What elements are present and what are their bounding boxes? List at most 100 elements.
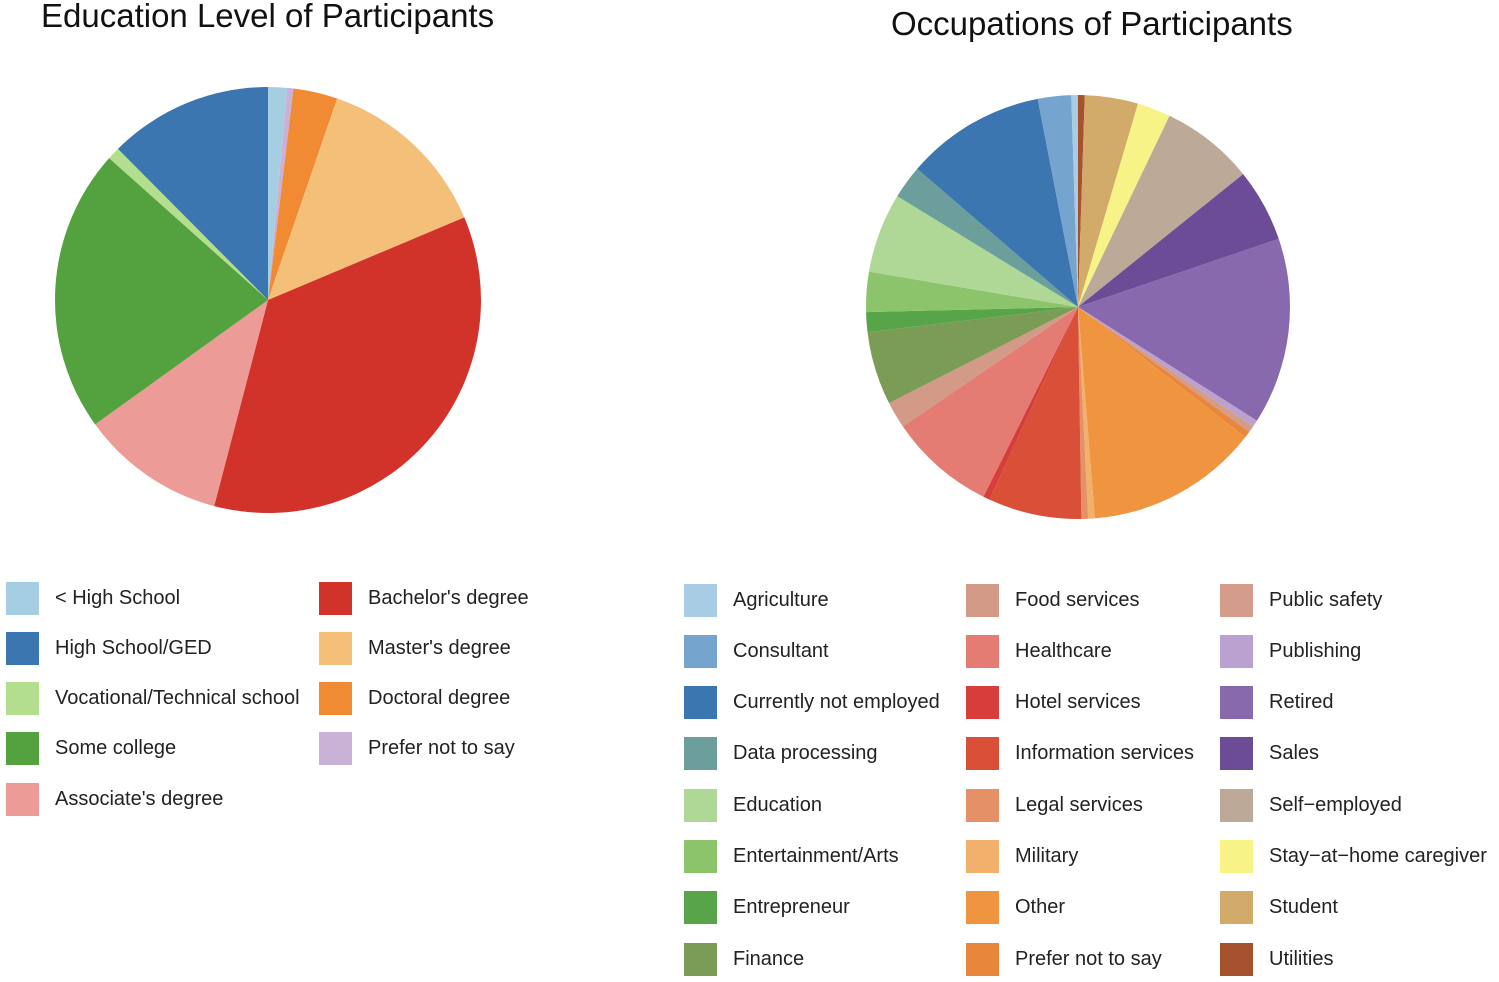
legend-label: Utilities [1269, 947, 1334, 970]
legend-label: Stay−at−home caregiver [1269, 845, 1487, 867]
legend-swatch [1220, 788, 1253, 822]
occupation-legend-item-education: Education [684, 788, 822, 822]
legend-label: Some college [55, 737, 177, 760]
legend-label: Doctoral degree [368, 687, 511, 710]
occupation-slice-data-processing [897, 168, 1078, 307]
occupation-slice-sales [1078, 174, 1279, 307]
legend-swatch [319, 732, 352, 766]
legend-label: Associate's degree [55, 787, 224, 810]
legend-label: Self−employed [1269, 793, 1402, 816]
occupation-slice-hotel-services [983, 307, 1078, 500]
occupation-chart-title: Occupations of Participants [891, 5, 1293, 42]
occupation-slice-entertainment-arts [866, 271, 1078, 313]
occupation-legend-item-other: Other [966, 891, 1065, 925]
legend-swatch [966, 686, 999, 720]
legend-label: Hotel services [1015, 691, 1141, 714]
legend-swatch [684, 840, 717, 873]
occupation-slice-currently-not-employed [917, 98, 1078, 308]
legend-label: Sales [1269, 742, 1320, 765]
education-legend-item-master-s-degree: Master's degree [319, 631, 511, 665]
legend-swatch [6, 581, 39, 615]
legend-swatch [1220, 840, 1253, 873]
occupation-legend-item-information-services: Information services [966, 737, 1194, 771]
occupation-legend-item-utilities: Utilities [1220, 942, 1333, 976]
legend-swatch [6, 682, 39, 716]
legend-swatch [684, 686, 717, 720]
occupation-slice-stay-at-home-caregiver [1078, 103, 1170, 307]
occupation-legend-item-prefer-not-to-say: Prefer not to say [966, 942, 1162, 976]
legend-label: Agriculture [733, 588, 829, 611]
legend-label: Vocational/Technical school [55, 687, 300, 710]
legend-swatch [966, 737, 999, 771]
education-chart-title: Education Level of Participants [41, 0, 495, 34]
occupation-legend-item-military: Military [966, 840, 1078, 874]
legend-label: Healthcare [1015, 639, 1112, 662]
occupation-legend-item-sales: Sales [1220, 737, 1319, 771]
occupation-slice-retired [1078, 238, 1291, 421]
legend-label: Student [1269, 896, 1338, 919]
occupation-legend-item-retired: Retired [1220, 686, 1333, 720]
education-slice-doctoral-degree [268, 88, 338, 300]
legend-swatch [684, 737, 717, 771]
occupation-legend-item-stay-at-home-caregiver: Stay−at−home caregiver [1220, 840, 1487, 874]
occupation-slice-self-employed [1078, 115, 1244, 307]
legend-label: Master's degree [368, 636, 511, 659]
occupation-slice-healthcare [902, 307, 1078, 497]
education-legend-item-associate-s-degree: Associate's degree [6, 782, 223, 816]
legend-label: Education [733, 793, 822, 816]
legend-label: Finance [733, 947, 805, 970]
occupation-legend-item-food-services: Food services [966, 583, 1140, 617]
occupation-legend-item-student: Student [1220, 891, 1338, 925]
legend-label: High School/GED [55, 636, 212, 659]
legend-label: Legal services [1015, 793, 1143, 816]
occupation-slice-food-services [889, 307, 1078, 427]
education-legend-item-doctoral-degree: Doctoral degree [319, 682, 510, 716]
occupation-slice-public-safety [1078, 307, 1254, 432]
legend-swatch [319, 581, 352, 615]
legend-swatch [966, 634, 999, 668]
legend-label: Entrepreneur [733, 896, 850, 919]
legend-swatch [966, 788, 999, 822]
legend-label: Information services [1015, 742, 1194, 765]
occupation-legend-item-public-safety: Public safety [1220, 583, 1382, 617]
legend-label: Retired [1269, 691, 1334, 714]
education-slice-high-school-ged [117, 87, 268, 300]
legend-label: Other [1015, 896, 1066, 919]
legend-swatch [684, 891, 717, 925]
occupation-slice-utilities [1078, 95, 1085, 307]
education-legend-item-high-school-ged: High School/GED [6, 631, 212, 665]
occupation-legend-item-self-employed: Self−employed [1220, 788, 1402, 822]
education-slice-vocational-technical-school [109, 148, 268, 300]
legend-label: Public safety [1269, 588, 1383, 611]
legend-swatch [1220, 942, 1253, 976]
legend-swatch [1220, 634, 1253, 668]
education-legend-item-high-school: < High School [6, 581, 180, 615]
legend-label: Prefer not to say [368, 737, 515, 760]
education-chart-panel: Education Level of Participants < High S… [0, 0, 620, 982]
occupation-legend-item-legal-services: Legal services [966, 788, 1143, 822]
occupation-legend-item-healthcare: Healthcare [966, 634, 1112, 668]
legend-label: Consultant [733, 639, 829, 662]
legend-label: < High School [55, 586, 181, 609]
occupation-slice-military [1078, 307, 1095, 519]
occupation-slice-student [1078, 95, 1139, 307]
education-legend-item-prefer-not-to-say: Prefer not to say [319, 732, 515, 766]
legend-swatch [684, 788, 717, 822]
legend-swatch [684, 583, 717, 617]
legend-label: Data processing [733, 742, 878, 765]
occupation-legend-item-hotel-services: Hotel services [966, 686, 1141, 720]
legend-label: Bachelor's degree [368, 586, 529, 609]
occupation-slice-entrepreneur [866, 307, 1078, 333]
education-pie-chart [55, 87, 481, 513]
legend-swatch [319, 682, 352, 716]
legend-swatch [1220, 737, 1253, 771]
occupation-legend-item-agriculture: Agriculture [684, 583, 829, 617]
legend-swatch [6, 732, 39, 766]
occupation-slice-publishing [1078, 307, 1257, 427]
legend-swatch [684, 942, 717, 976]
legend-swatch [319, 631, 352, 665]
occupation-chart-panel: Occupations of Participants Agriculture C… [620, 0, 1499, 982]
legend-swatch [6, 782, 39, 816]
legend-swatch [966, 840, 999, 873]
legend-swatch [684, 634, 717, 668]
